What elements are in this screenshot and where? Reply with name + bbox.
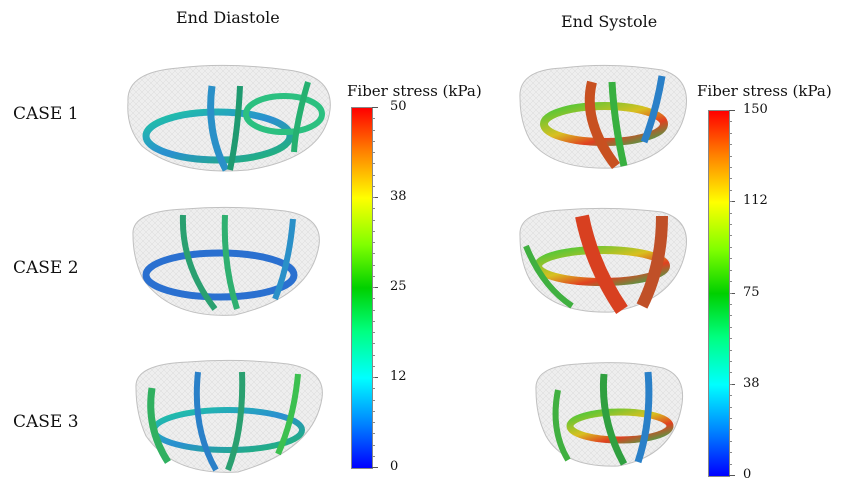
- colorbar-minor-tick: [729, 395, 732, 397]
- colorbar-tick-label: 25: [390, 279, 407, 294]
- colorbar-minor-tick: [729, 167, 732, 169]
- colorbar-minor-tick: [372, 230, 375, 232]
- colorbar-systole: [708, 110, 730, 477]
- colorbar-minor-tick: [372, 343, 375, 345]
- colorbar-minor-tick: [372, 140, 375, 142]
- row-label-case-3: CASE 3: [13, 412, 79, 432]
- colorbar-minor-tick: [372, 354, 375, 356]
- colorbar-minor-tick: [372, 332, 375, 333]
- colorbar-minor-tick: [729, 417, 732, 419]
- colorbar-tick-label: 150: [743, 102, 768, 117]
- colorbar-minor-tick: [729, 349, 732, 351]
- colorbar-tick-mark: [372, 467, 378, 468]
- colorbar-minor-tick: [729, 155, 732, 157]
- colorbar-minor-tick: [729, 406, 732, 408]
- heart-model-case-3-end-diastole: [135, 359, 323, 473]
- colorbar-minor-tick: [372, 129, 375, 131]
- colorbar-minor-tick: [729, 360, 732, 362]
- colorbar-tick-label: 0: [390, 459, 399, 474]
- colorbar-minor-tick: [729, 383, 732, 385]
- row-label-case-1: CASE 1: [13, 104, 79, 124]
- colorbar-tick-mark: [372, 197, 378, 198]
- colorbar-minor-tick: [729, 303, 732, 305]
- colorbar-minor-tick: [729, 235, 732, 237]
- colorbar-tick-mark: [372, 287, 378, 288]
- colorbar-tick-mark: [729, 475, 735, 476]
- colorbar-minor-tick: [372, 152, 375, 153]
- heart-model-case-2-end-diastole: [132, 206, 320, 316]
- colorbar-title-diastole: Fiber stress (kPa): [347, 82, 482, 100]
- colorbar-minor-tick: [372, 433, 375, 435]
- colorbar-minor-tick: [372, 422, 375, 423]
- colorbar-minor-tick: [372, 163, 375, 165]
- row-label-case-2: CASE 2: [13, 258, 79, 278]
- colorbar-minor-tick: [729, 212, 732, 214]
- column-title-end-diastole: End Diastole: [176, 8, 280, 27]
- colorbar-minor-tick: [729, 315, 732, 317]
- colorbar-minor-tick: [372, 298, 375, 300]
- colorbar-minor-tick: [729, 326, 732, 328]
- colorbar-minor-tick: [372, 264, 375, 266]
- colorbar-minor-tick: [372, 388, 375, 390]
- heart-model-case-2-end-systole: [519, 207, 687, 314]
- colorbar-tick-label: 75: [743, 284, 760, 300]
- colorbar-minor-tick: [372, 455, 375, 457]
- colorbar-minor-tick: [729, 258, 732, 260]
- colorbar-minor-tick: [372, 399, 375, 401]
- colorbar-tick-label: 112: [743, 193, 768, 209]
- colorbar-tick-mark: [372, 377, 378, 378]
- colorbar-minor-tick: [729, 201, 732, 203]
- colorbar-minor-tick: [372, 309, 375, 311]
- colorbar-minor-tick: [372, 275, 375, 277]
- heart-model-case-3-end-systole: [535, 362, 684, 467]
- colorbar-minor-tick: [372, 410, 375, 412]
- colorbar-minor-tick: [372, 377, 375, 378]
- colorbar-diastole: [351, 107, 373, 469]
- colorbar-minor-tick: [729, 224, 732, 226]
- colorbar-tick-label: 38: [390, 189, 407, 204]
- colorbar-tick-label: 0: [743, 467, 752, 482]
- colorbar-minor-tick: [729, 429, 732, 431]
- colorbar-minor-tick: [372, 219, 375, 221]
- colorbar-minor-tick: [372, 320, 375, 322]
- colorbar-tick-mark: [729, 201, 735, 203]
- colorbar-minor-tick: [729, 440, 732, 442]
- colorbar-minor-tick: [372, 287, 375, 288]
- colorbar-tick-label: 38: [743, 375, 760, 391]
- colorbar-minor-tick: [729, 178, 732, 180]
- colorbar-minor-tick: [729, 144, 732, 146]
- colorbar-minor-tick: [729, 372, 732, 374]
- colorbar-tick-label: 50: [390, 99, 407, 114]
- colorbar-minor-tick: [729, 463, 732, 465]
- colorbar-tick-label: 12: [390, 369, 407, 384]
- colorbar-minor-tick: [372, 174, 375, 176]
- colorbar-minor-tick: [729, 338, 732, 340]
- colorbar-minor-tick: [372, 208, 375, 210]
- column-title-end-systole: End Systole: [561, 12, 658, 31]
- colorbar-minor-tick: [729, 121, 732, 123]
- colorbar-minor-tick: [372, 253, 375, 255]
- colorbar-minor-tick: [729, 189, 732, 191]
- colorbar-tick-mark: [372, 107, 378, 108]
- colorbar-minor-tick: [729, 132, 732, 134]
- colorbar-minor-tick: [729, 246, 732, 248]
- colorbar-minor-tick: [729, 281, 732, 283]
- heart-model-case-1-end-systole: [519, 64, 687, 170]
- colorbar-title-systole: Fiber stress (kPa): [697, 82, 832, 100]
- colorbar-minor-tick: [372, 118, 375, 120]
- colorbar-minor-tick: [372, 242, 375, 243]
- colorbar-minor-tick: [372, 444, 375, 446]
- colorbar-minor-tick: [729, 452, 732, 454]
- colorbar-minor-tick: [372, 365, 375, 367]
- colorbar-minor-tick: [729, 292, 732, 294]
- colorbar-minor-tick: [729, 269, 732, 271]
- colorbar-minor-tick: [372, 197, 375, 198]
- colorbar-tick-mark: [729, 292, 735, 294]
- colorbar-tick-mark: [729, 110, 735, 111]
- colorbar-minor-tick: [372, 185, 375, 187]
- heart-model-case-1-end-diastole: [127, 64, 331, 172]
- colorbar-tick-mark: [729, 383, 735, 385]
